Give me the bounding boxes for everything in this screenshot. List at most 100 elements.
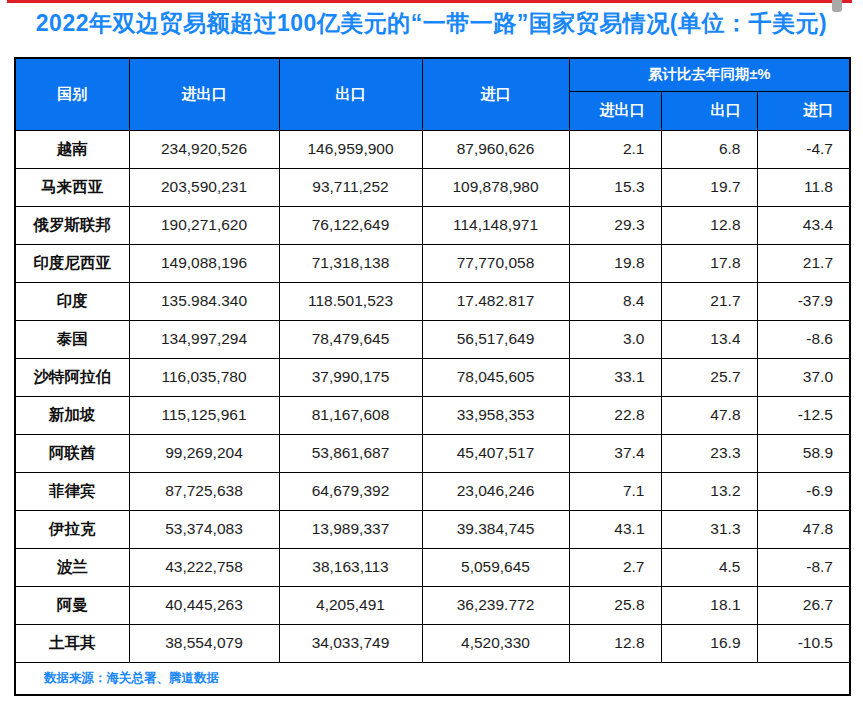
data-source-note: 数据来源：海关总署、腾道数据 bbox=[15, 662, 850, 695]
export-cell: 64,679,392 bbox=[279, 472, 422, 510]
country-cell: 越南 bbox=[15, 130, 129, 168]
yoy-total-cell: 22.8 bbox=[569, 396, 661, 434]
import-cell: 109,878,980 bbox=[422, 168, 569, 206]
country-cell: 菲律宾 bbox=[15, 472, 129, 510]
total-trade-cell: 38,554,079 bbox=[129, 624, 279, 662]
import-cell: 77,770,058 bbox=[422, 244, 569, 282]
yoy-total-cell: 29.3 bbox=[569, 206, 661, 244]
col-header-total-trade: 进出口 bbox=[129, 58, 279, 130]
export-cell: 118.501,523 bbox=[279, 282, 422, 320]
yoy-import-cell: -10.5 bbox=[757, 624, 850, 662]
col-header-yoy-total: 进出口 bbox=[569, 91, 661, 130]
import-cell: 33,958,353 bbox=[422, 396, 569, 434]
country-cell: 新加坡 bbox=[15, 396, 129, 434]
table-row: 波兰 43,222,758 38,163,113 5,059,645 2.7 4… bbox=[15, 548, 850, 586]
country-cell: 俄罗斯联邦 bbox=[15, 206, 129, 244]
yoy-export-cell: 6.8 bbox=[661, 130, 757, 168]
table-row: 印度尼西亚 149,088,196 71,318,138 77,770,058 … bbox=[15, 244, 850, 282]
yoy-export-cell: 21.7 bbox=[661, 282, 757, 320]
table-header: 国别 进出口 出口 进口 累计比去年同期±% 进出口 出口 进口 bbox=[15, 58, 850, 130]
table-row: 印度 135.984.340 118.501,523 17.482.817 8.… bbox=[15, 282, 850, 320]
total-trade-cell: 149,088,196 bbox=[129, 244, 279, 282]
yoy-import-cell: -37.9 bbox=[757, 282, 850, 320]
import-cell: 5,059,645 bbox=[422, 548, 569, 586]
table-row: 阿联酋 99,269,204 53,861,687 45,407,517 37.… bbox=[15, 434, 850, 472]
yoy-total-cell: 7.1 bbox=[569, 472, 661, 510]
table-row: 土耳其 38,554,079 34,033,749 4,520,330 12.8… bbox=[15, 624, 850, 662]
country-cell: 印度 bbox=[15, 282, 129, 320]
table-row: 泰国 134,997,294 78,479,645 56,517,649 3.0… bbox=[15, 320, 850, 358]
export-cell: 81,167,608 bbox=[279, 396, 422, 434]
yoy-total-cell: 33.1 bbox=[569, 358, 661, 396]
yoy-export-cell: 25.7 bbox=[661, 358, 757, 396]
country-cell: 阿联酋 bbox=[15, 434, 129, 472]
yoy-total-cell: 43.1 bbox=[569, 510, 661, 548]
col-header-yoy-import: 进口 bbox=[757, 91, 850, 130]
total-trade-cell: 99,269,204 bbox=[129, 434, 279, 472]
page: 2022年双边贸易额超过100亿美元的“一带一路”国家贸易情况(单位：千美元) … bbox=[0, 0, 863, 710]
yoy-import-cell: 37.0 bbox=[757, 358, 850, 396]
export-cell: 53,861,687 bbox=[279, 434, 422, 472]
import-cell: 45,407,517 bbox=[422, 434, 569, 472]
import-cell: 78,045,605 bbox=[422, 358, 569, 396]
country-cell: 沙特阿拉伯 bbox=[15, 358, 129, 396]
yoy-import-cell: 47.8 bbox=[757, 510, 850, 548]
total-trade-cell: 234,920,526 bbox=[129, 130, 279, 168]
export-cell: 37,990,175 bbox=[279, 358, 422, 396]
import-cell: 36,239.772 bbox=[422, 586, 569, 624]
table-row: 菲律宾 87,725,638 64,679,392 23,046,246 7.1… bbox=[15, 472, 850, 510]
yoy-total-cell: 15.3 bbox=[569, 168, 661, 206]
yoy-import-cell: 58.9 bbox=[757, 434, 850, 472]
yoy-total-cell: 19.8 bbox=[569, 244, 661, 282]
yoy-import-cell: 26.7 bbox=[757, 586, 850, 624]
yoy-import-cell: -6.9 bbox=[757, 472, 850, 510]
yoy-import-cell: -12.5 bbox=[757, 396, 850, 434]
country-cell: 土耳其 bbox=[15, 624, 129, 662]
export-cell: 71,318,138 bbox=[279, 244, 422, 282]
yoy-import-cell: 43.4 bbox=[757, 206, 850, 244]
col-header-import: 进口 bbox=[422, 58, 569, 130]
total-trade-cell: 43,222,758 bbox=[129, 548, 279, 586]
total-trade-cell: 87,725,638 bbox=[129, 472, 279, 510]
table-row: 沙特阿拉伯 116,035,780 37,990,175 78,045,605 … bbox=[15, 358, 850, 396]
page-title: 2022年双边贸易额超过100亿美元的“一带一路”国家贸易情况(单位：千美元) bbox=[0, 8, 863, 39]
yoy-export-cell: 19.7 bbox=[661, 168, 757, 206]
country-cell: 阿曼 bbox=[15, 586, 129, 624]
yoy-total-cell: 25.8 bbox=[569, 586, 661, 624]
yoy-total-cell: 37.4 bbox=[569, 434, 661, 472]
total-trade-cell: 190,271,620 bbox=[129, 206, 279, 244]
table-row: 俄罗斯联邦 190,271,620 76,122,649 114,148,971… bbox=[15, 206, 850, 244]
top-border-line bbox=[7, 0, 852, 3]
yoy-total-cell: 12.8 bbox=[569, 624, 661, 662]
table-row: 新加坡 115,125,961 81,167,608 33,958,353 22… bbox=[15, 396, 850, 434]
table-row: 阿曼 40,445,263 4,205,491 36,239.772 25.8 … bbox=[15, 586, 850, 624]
col-header-country: 国别 bbox=[15, 58, 129, 130]
yoy-import-cell: 11.8 bbox=[757, 168, 850, 206]
yoy-total-cell: 3.0 bbox=[569, 320, 661, 358]
yoy-total-cell: 2.1 bbox=[569, 130, 661, 168]
yoy-export-cell: 17.8 bbox=[661, 244, 757, 282]
country-cell: 伊拉克 bbox=[15, 510, 129, 548]
export-cell: 76,122,649 bbox=[279, 206, 422, 244]
yoy-total-cell: 2.7 bbox=[569, 548, 661, 586]
import-cell: 114,148,971 bbox=[422, 206, 569, 244]
yoy-export-cell: 18.1 bbox=[661, 586, 757, 624]
export-cell: 38,163,113 bbox=[279, 548, 422, 586]
yoy-export-cell: 23.3 bbox=[661, 434, 757, 472]
import-cell: 23,046,246 bbox=[422, 472, 569, 510]
table-body: 越南 234,920,526 146,959,900 87,960,626 2.… bbox=[15, 130, 850, 662]
yoy-import-cell: 21.7 bbox=[757, 244, 850, 282]
yoy-export-cell: 4.5 bbox=[661, 548, 757, 586]
total-trade-cell: 115,125,961 bbox=[129, 396, 279, 434]
yoy-import-cell: -4.7 bbox=[757, 130, 850, 168]
yoy-export-cell: 13.4 bbox=[661, 320, 757, 358]
yoy-total-cell: 8.4 bbox=[569, 282, 661, 320]
import-cell: 56,517,649 bbox=[422, 320, 569, 358]
export-cell: 93,711,252 bbox=[279, 168, 422, 206]
import-cell: 17.482.817 bbox=[422, 282, 569, 320]
total-trade-cell: 134,997,294 bbox=[129, 320, 279, 358]
yoy-export-cell: 31.3 bbox=[661, 510, 757, 548]
country-cell: 波兰 bbox=[15, 548, 129, 586]
import-cell: 39.384,745 bbox=[422, 510, 569, 548]
table-footer: 数据来源：海关总署、腾道数据 bbox=[15, 662, 850, 695]
